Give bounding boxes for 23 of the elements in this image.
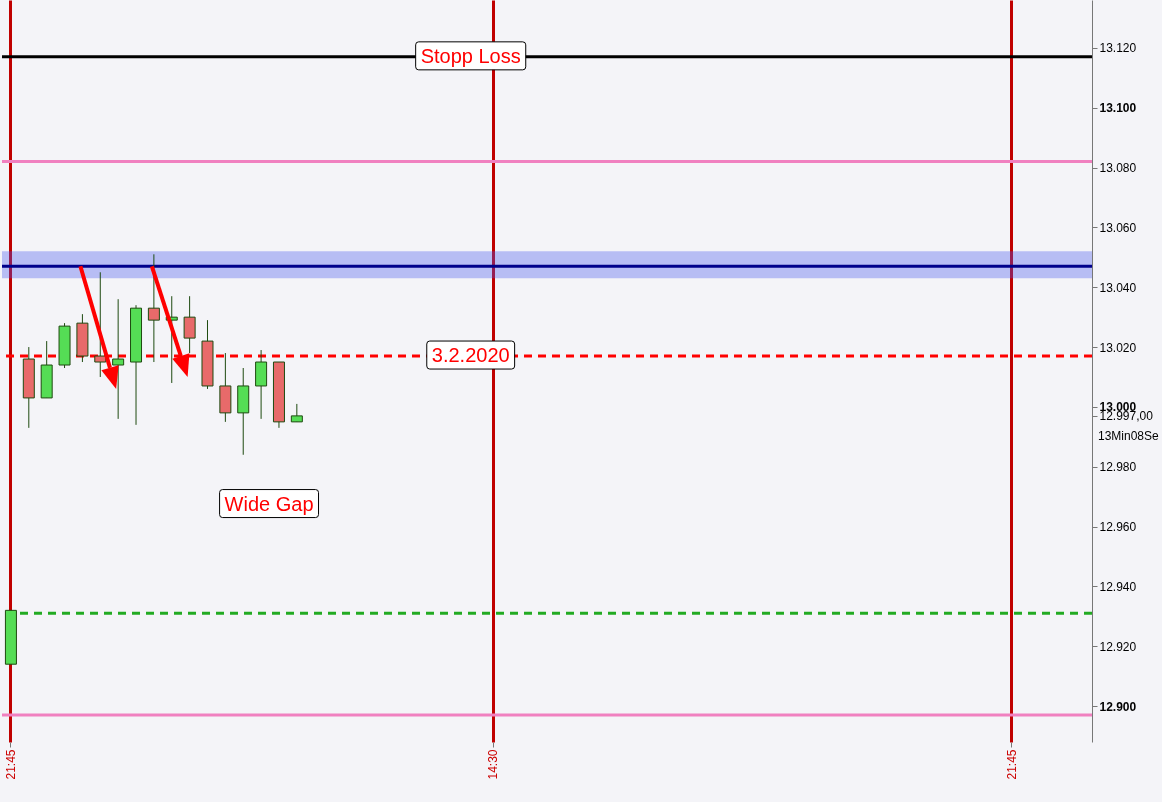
y-tick-label: 13.100 (1099, 101, 1137, 116)
y-tick-label: 13.120 (1099, 41, 1137, 56)
y-tick-label: 13.040 (1099, 280, 1137, 295)
y-tick-label: 13.060 (1099, 220, 1137, 235)
y-tick-label: 12.960 (1099, 520, 1137, 535)
text: 13Min08Se (1098, 428, 1160, 443)
y-tick-label: 12.920 (1099, 639, 1137, 654)
candlestick (147, 253, 160, 363)
ref-line-label: 3.2.2020 (431, 344, 510, 367)
candlestick (112, 298, 125, 420)
y-tick-label: 13.020 (1099, 340, 1137, 355)
ref-line-label: Stopp Loss (420, 44, 521, 67)
candlestick (255, 349, 268, 420)
y-tick-label: 13.080 (1099, 161, 1137, 176)
x-tick-label: 21:45 (1004, 749, 1019, 780)
annotation: Wide Gap (224, 492, 314, 515)
y-tick-label: 12.980 (1099, 460, 1137, 475)
y-tick-label: 12.940 (1099, 579, 1137, 594)
y-tick-label: 12.900 (1099, 699, 1137, 714)
x-tick-label: 14:30 (486, 749, 501, 780)
candlestick (183, 295, 196, 354)
candlestick (94, 271, 107, 378)
x-tick-label: 21:45 (3, 749, 18, 780)
